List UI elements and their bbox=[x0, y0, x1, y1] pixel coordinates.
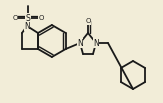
Text: S: S bbox=[26, 13, 30, 22]
Text: N: N bbox=[77, 39, 83, 47]
Text: N: N bbox=[93, 39, 99, 47]
Text: O: O bbox=[38, 15, 44, 21]
Text: O: O bbox=[12, 15, 18, 21]
Text: O: O bbox=[85, 18, 91, 24]
Text: N: N bbox=[24, 22, 30, 30]
